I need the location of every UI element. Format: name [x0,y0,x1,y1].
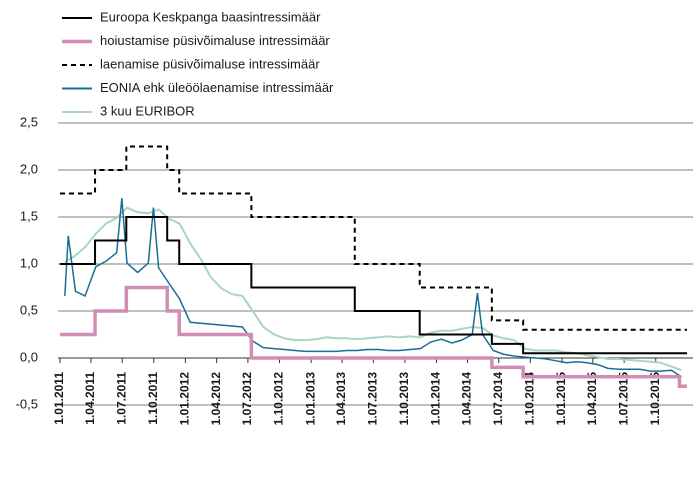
x-tick-label: 1.04.2013 [334,372,348,426]
legend-label: 3 kuu EURIBOR [100,103,195,118]
x-tick-label: 1.10.2015 [648,372,662,426]
y-tick-label: 2,0 [20,161,38,176]
x-tick-label: 1.10.2011 [146,372,160,425]
y-tick-label: 0,5 [20,302,38,317]
x-tick-label: 1.07.2011 [114,372,128,425]
x-tick-label: 1.01.2011 [52,372,66,425]
x-tick-label: 1.01.2014 [429,372,443,426]
series-line [64,198,682,378]
x-tick-label: 1.04.2014 [460,372,474,426]
legend-label: EONIA ehk üleöölaenamise intressimäär [100,80,334,95]
x-tick-label: 1.04.2011 [83,372,97,425]
x-tick-label: 1.01.2015 [554,372,568,426]
x-tick-label: 1.07.2012 [240,372,254,426]
legend-label: hoiustamise püsivõimaluse intressimäär [100,33,330,48]
legend-label: Euroopa Keskpanga baasintressimäär [100,9,321,24]
x-tick-label: 1.07.2014 [491,372,505,426]
x-tick-label: 1.04.2012 [209,372,223,426]
y-tick-label: 0,0 [20,349,38,364]
x-tick-label: 1.01.2012 [178,372,192,426]
x-tick-label: 1.07.2013 [366,372,380,426]
y-tick-label: 2,5 [20,114,38,129]
legend-label: laenamise püsivõimaluse intressimäär [100,56,320,71]
x-tick-label: 1.01.2013 [303,372,317,426]
x-tick-label: 1.07.2015 [616,372,630,426]
x-tick-label: 1.10.2012 [272,372,286,426]
y-tick-label: 1,5 [20,208,38,223]
y-tick-label: 1,0 [20,255,38,270]
series-line [60,285,687,388]
y-tick-label: -0,5 [16,396,38,411]
series-line [60,216,687,355]
x-tick-label: 1.10.2014 [523,372,537,426]
x-tick-label: 1.04.2015 [585,372,599,426]
x-tick-label: 1.10.2013 [397,372,411,426]
series-line [60,145,687,331]
